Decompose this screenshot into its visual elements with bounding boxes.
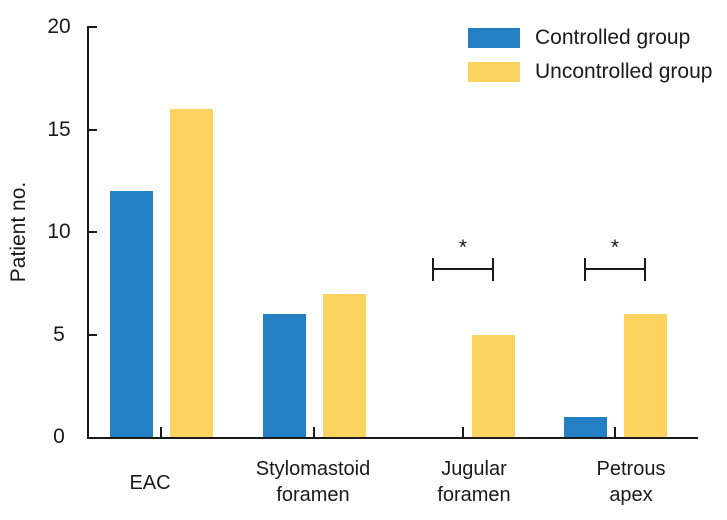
y-tick-mark (87, 231, 97, 233)
x-tick-mark (462, 427, 464, 437)
y-tick-label: 10 (47, 220, 71, 243)
x-tick-mark (614, 427, 616, 437)
x-category-label: Petrous apex (546, 456, 716, 508)
legend-swatch-controlled (468, 28, 520, 48)
x-category-label-line: Stylomastoid (255, 458, 371, 480)
bar-uncontrolled-0 (169, 109, 213, 437)
significance-bracket-cap (584, 258, 586, 281)
significance-bracket-line (432, 268, 494, 270)
y-tick-label: 5 (53, 322, 65, 346)
y-tick-mark (87, 26, 97, 28)
x-category-label-line: Petrous (596, 458, 666, 480)
significance-bracket-cap (644, 258, 646, 281)
bar-uncontrolled-3 (623, 314, 667, 437)
y-tick-label: 15 (47, 117, 71, 141)
x-category-label: Stylomastoid foramen (228, 456, 398, 508)
legend-label-controlled: Controlled group (535, 26, 691, 49)
y-tick-mark (87, 128, 97, 131)
x-category-label-line: apex (609, 484, 653, 506)
significance-asterisk: * (458, 236, 468, 259)
significance-bracket-cap (432, 258, 434, 281)
bar-controlled-0 (109, 191, 153, 437)
x-tick-mark (160, 427, 162, 437)
bar-controlled-1 (262, 314, 306, 437)
y-axis-title: Patient no. (7, 181, 30, 283)
y-tick-mark (87, 333, 97, 336)
y-tick-label: 20 (47, 15, 71, 38)
y-axis-line (87, 27, 89, 439)
bar-controlled-3 (563, 416, 607, 437)
legend-label-uncontrolled: Uncontrolled group (535, 60, 713, 83)
x-category-label-line: foramen (437, 484, 511, 506)
legend-swatch-uncontrolled (468, 62, 520, 82)
x-tick-mark (313, 427, 315, 437)
x-category-label-line: foramen (276, 484, 350, 506)
x-category-label-line: EAC (129, 472, 171, 494)
y-tick-label: 0 (53, 425, 65, 448)
x-category-label: Jugular foramen (389, 456, 559, 508)
bar-uncontrolled-1 (322, 293, 366, 437)
significance-bracket-line (584, 268, 646, 270)
x-category-label-line: Jugular (441, 458, 507, 480)
x-axis-line (87, 437, 698, 439)
significance-bracket-cap (492, 258, 494, 281)
x-category-label: EAC (65, 470, 235, 496)
bar-uncontrolled-2 (471, 334, 515, 437)
significance-asterisk: * (610, 236, 620, 259)
